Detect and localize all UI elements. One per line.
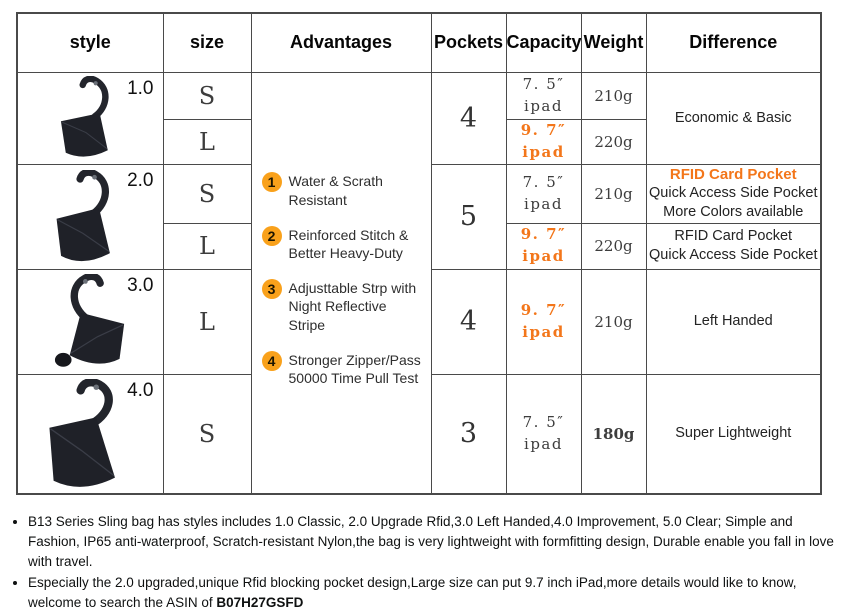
difference-line: Quick Access Side Pocket — [649, 247, 818, 263]
col-header-advantages: Advantages — [250, 12, 432, 73]
capacity-size: 9. 7″ — [520, 300, 567, 319]
weight-cell: 220g — [580, 118, 647, 165]
advantage-number-badge: 1 — [261, 172, 282, 193]
difference-cell: RFID Card Pocket Quick Access Side Pocke… — [645, 222, 822, 270]
col-header-pockets: Pockets — [430, 12, 507, 73]
capacity-size: 9. 7″ — [520, 120, 567, 139]
advantage-item: 1 Water & Scrath Resistant — [261, 172, 427, 208]
product-comparison-table: style size Advantages Pockets Capacity W… — [16, 12, 822, 495]
table-header-row: style size Advantages Pockets Capacity W… — [16, 12, 822, 73]
capacity-device: ipad — [524, 434, 563, 453]
weight-cell: 180g — [580, 373, 647, 495]
style-cell-1-0: 1.0 — [16, 71, 164, 165]
difference-line: Quick Access Side Pocket — [649, 185, 818, 202]
advantage-text: Adjusttable Strp with Night Reflective S… — [288, 280, 417, 333]
advantage-number-badge: 4 — [261, 350, 282, 371]
style-version-label: 2.0 — [127, 169, 154, 191]
advantages-list: 1 Water & Scrath Resistant 2 Reinforced … — [252, 168, 430, 397]
difference-cell: Left Handed — [645, 268, 822, 375]
weight-cell: 210g — [580, 268, 647, 375]
size-cell: L — [162, 118, 252, 165]
advantage-item: 2 Reinforced Stitch & Better Heavy-Duty — [261, 225, 427, 262]
difference-cell: RFID Card Pocket Quick Access Side Pocke… — [645, 163, 822, 224]
pockets-cell: 5 — [430, 163, 507, 270]
capacity-cell: 7. 5″ ipad — [505, 71, 582, 120]
bullet-note: Especially the 2.0 upgraded,unique Rfid … — [28, 573, 846, 613]
table-row: 2.0 S 5 7. 5″ ipad 210g RFID Card Pock — [16, 163, 822, 270]
capacity-cell: 9. 7″ ipad — [505, 118, 582, 165]
table-row: 4.0 S 3 7. 5″ ipad 180g Super Lightweigh… — [16, 373, 822, 495]
bullet-note-text: Especially the 2.0 upgraded,unique Rfid … — [28, 575, 797, 611]
style-version-label: 1.0 — [127, 77, 154, 99]
advantages-cell: 1 Water & Scrath Resistant 2 Reinforced … — [250, 71, 432, 495]
capacity-cell: 7. 5″ ipad — [505, 163, 582, 224]
advantage-text: Water & Scrath Resistant — [288, 173, 383, 208]
style-version-label: 3.0 — [127, 274, 154, 296]
style-cell-4-0: 4.0 — [16, 373, 164, 495]
pockets-cell: 3 — [430, 373, 507, 495]
bullet-note-text: B13 Series Sling bag has styles includes… — [28, 514, 834, 570]
difference-line: RFID Card Pocket — [674, 228, 793, 245]
sling-bag-image-4-0 — [49, 378, 116, 487]
difference-cell: Economic & Basic — [645, 71, 822, 165]
table-row: 1.0 S 1 Water & Scrath Resistant — [16, 71, 822, 495]
advantage-text: Stronger Zipper/Pass 50000 Time Pull Tes… — [288, 351, 421, 386]
capacity-size: 7. 5″ — [522, 413, 565, 431]
advantage-text: Reinforced Stitch & Better Heavy-Duty — [288, 226, 409, 261]
pockets-cell: 4 — [430, 71, 507, 165]
advantage-item: 4 Stronger Zipper/Pass 50000 Time Pull T… — [261, 350, 427, 387]
capacity-size: 9. 7″ — [520, 225, 567, 244]
size-cell: L — [162, 222, 252, 270]
sling-bag-image-1-0 — [61, 76, 109, 157]
weight-cell: 210g — [580, 163, 647, 224]
advantage-number-badge: 3 — [261, 279, 282, 300]
size-cell: S — [162, 373, 252, 495]
pockets-cell: 4 — [430, 268, 507, 375]
capacity-size: 7. 5″ — [522, 172, 565, 191]
col-header-size: size — [162, 12, 252, 73]
style-version-label: 4.0 — [127, 379, 154, 401]
capacity-cell: 9. 7″ ipad — [505, 268, 582, 375]
weight-cell: 210g — [580, 71, 647, 120]
col-header-weight: Weight — [580, 12, 647, 73]
capacity-device: ipad — [524, 194, 563, 213]
capacity-cell: 9. 7″ ipad — [505, 222, 582, 270]
size-cell: S — [162, 71, 252, 120]
sling-bag-image-3-0 — [55, 273, 125, 367]
size-cell: S — [162, 163, 252, 224]
product-description-page: style size Advantages Pockets Capacity W… — [0, 0, 853, 598]
sling-bag-image-2-0 — [56, 169, 111, 261]
advantage-item: 3 Adjusttable Strp with Night Reflective… — [261, 279, 427, 334]
difference-line: More Colors available — [663, 204, 804, 221]
capacity-device: ipad — [524, 96, 563, 115]
capacity-device: ipad — [522, 322, 565, 341]
advantage-number-badge: 2 — [261, 225, 282, 246]
difference-cell: Super Lightweight — [645, 373, 822, 495]
capacity-size: 7. 5″ — [522, 74, 565, 93]
col-header-capacity: Capacity — [505, 12, 582, 73]
difference-highlight: RFID Card Pocket — [669, 165, 797, 183]
style-cell-3-0: 3.0 — [16, 268, 164, 375]
size-cell: L — [162, 268, 252, 375]
col-header-style: style — [16, 12, 164, 73]
capacity-device: ipad — [522, 142, 565, 161]
bullet-note: B13 Series Sling bag has styles includes… — [28, 512, 846, 572]
product-bullet-notes: B13 Series Sling bag has styles includes… — [12, 512, 846, 615]
weight-cell: 220g — [580, 222, 647, 270]
table-row: L 9. 7″ ipad 220g — [17, 118, 821, 165]
col-header-difference: Difference — [645, 12, 822, 73]
capacity-device: ipad — [522, 247, 565, 265]
style-cell-2-0: 2.0 — [16, 163, 164, 270]
capacity-cell: 7. 5″ ipad — [505, 373, 582, 495]
table-row: L 9. 7″ ipad 220g RFID Card Pocket Quick… — [17, 222, 822, 270]
